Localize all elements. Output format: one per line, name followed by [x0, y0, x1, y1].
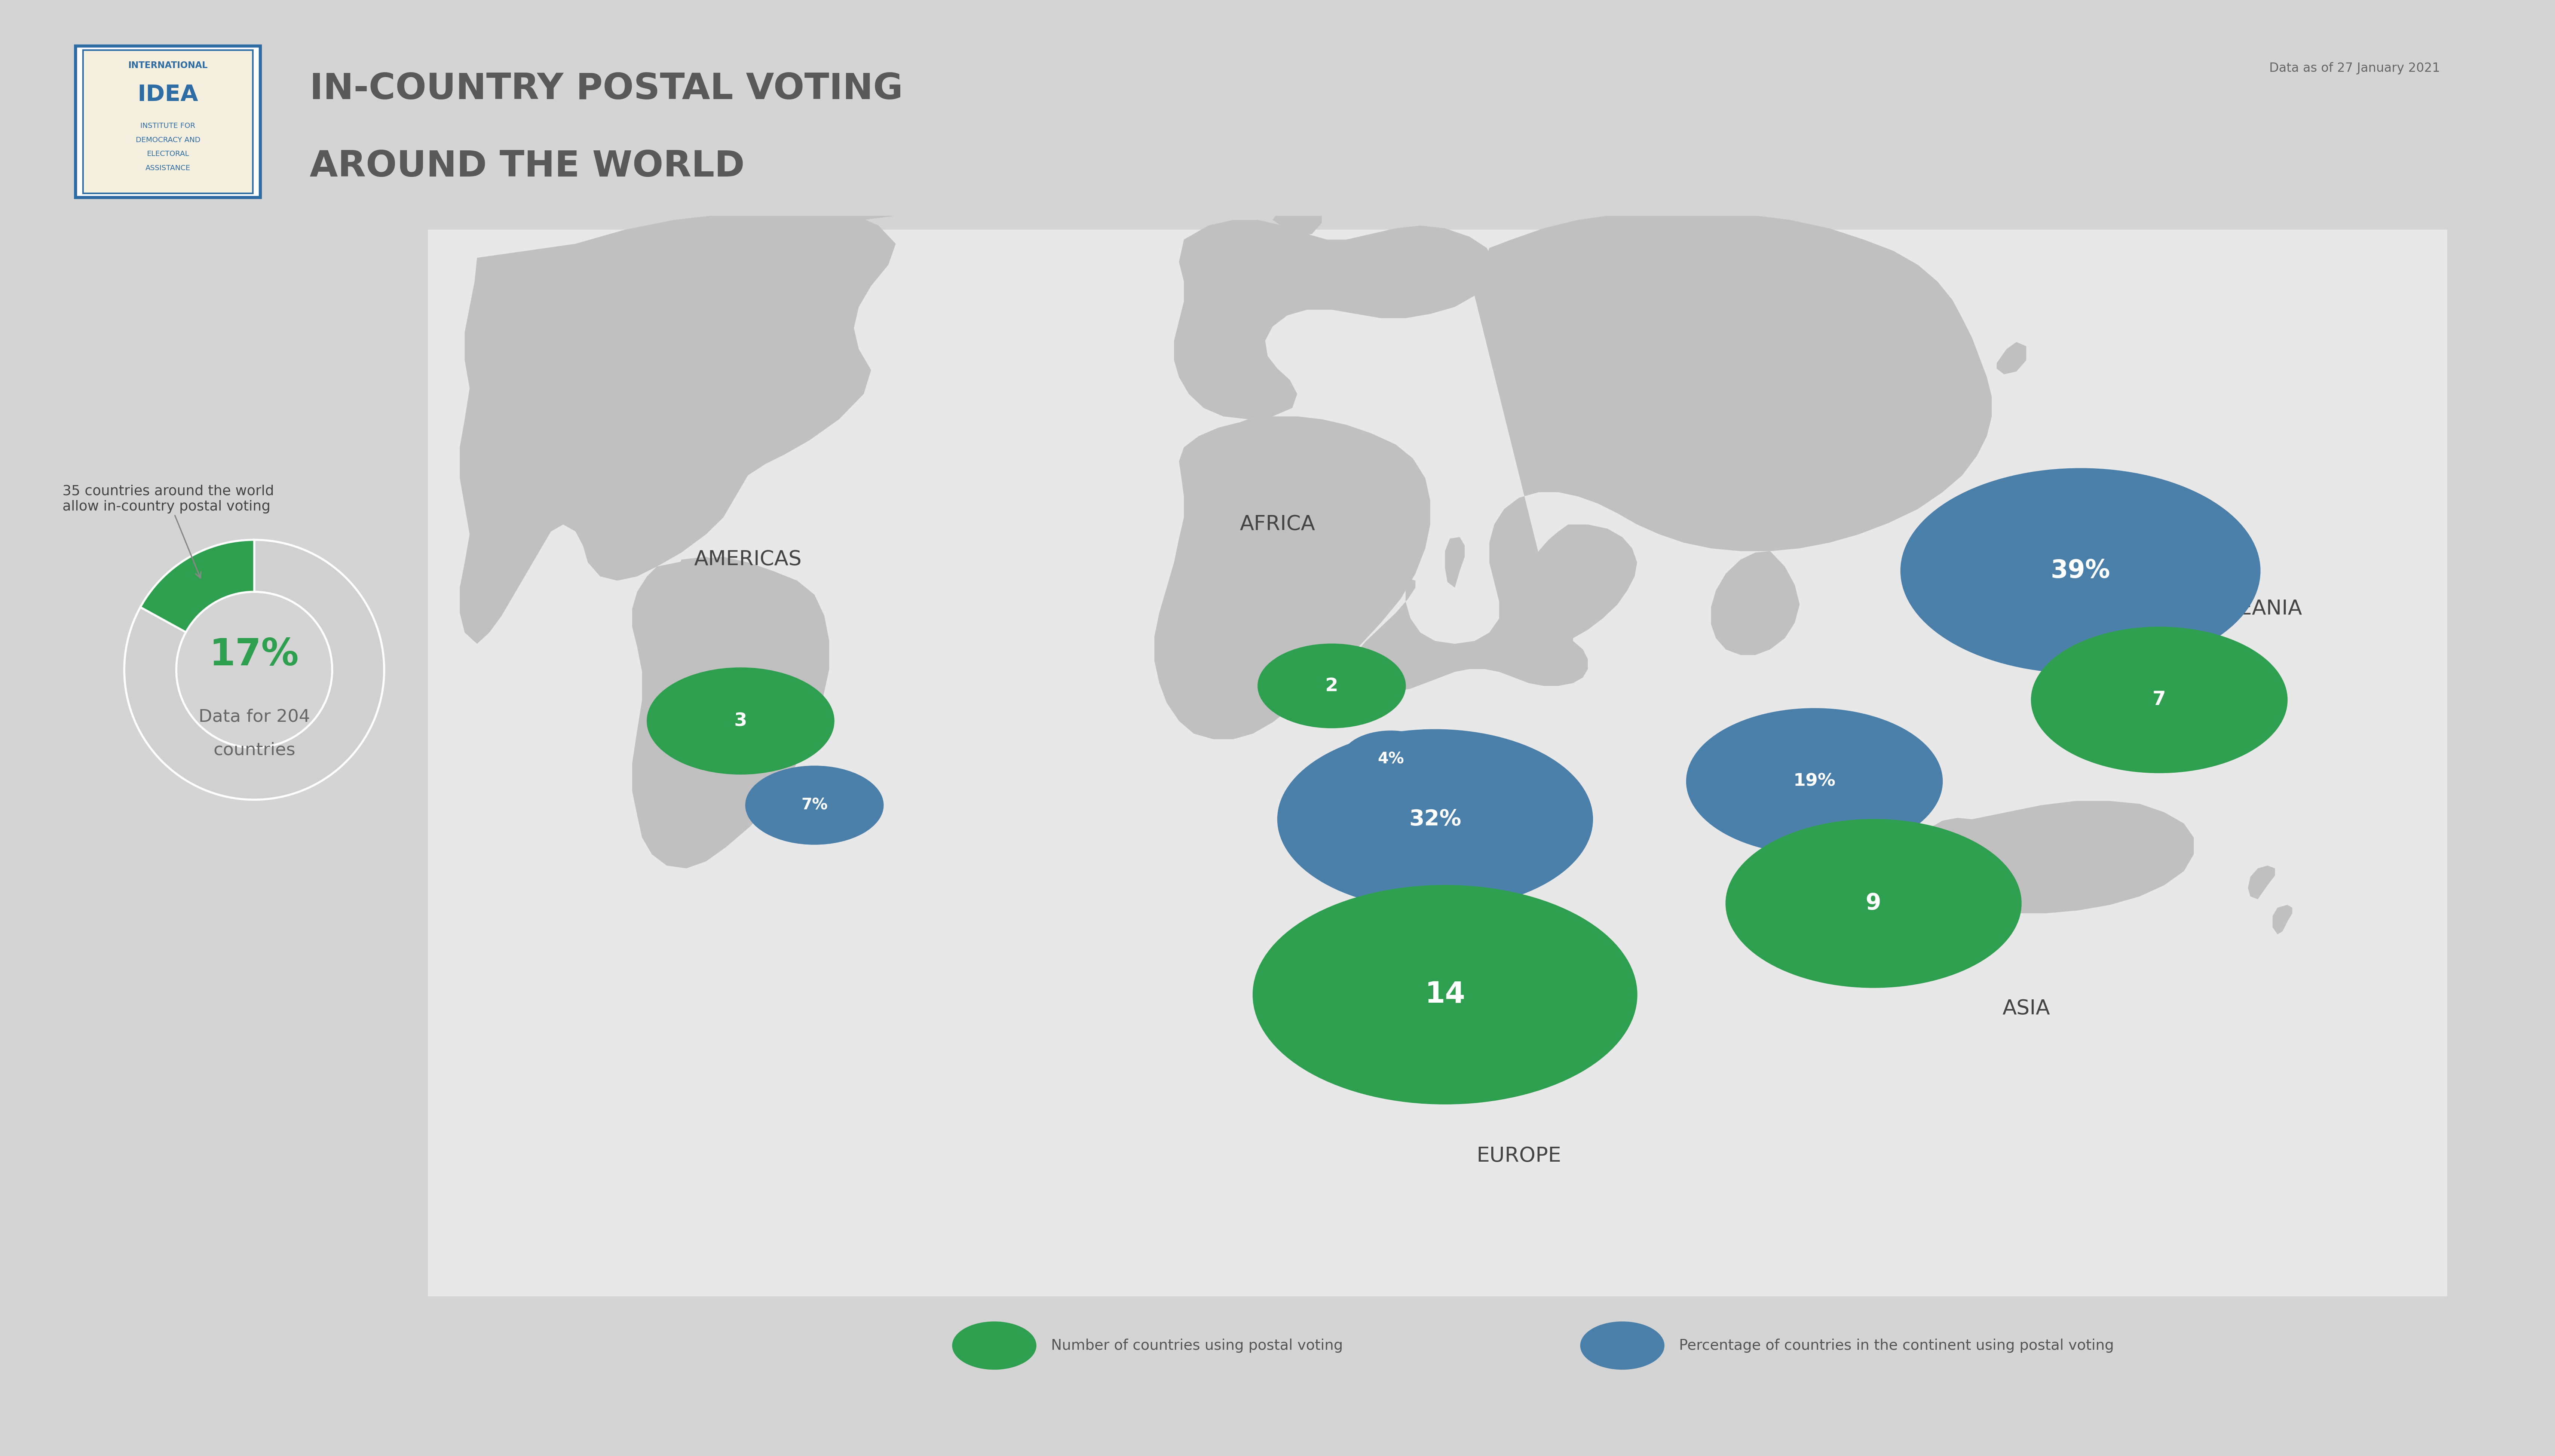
Circle shape [1252, 885, 1638, 1104]
FancyBboxPatch shape [77, 45, 261, 198]
PathPatch shape [1175, 220, 1495, 419]
Circle shape [646, 668, 833, 775]
FancyBboxPatch shape [46, 26, 2509, 215]
Text: IN-COUNTRY POSTAL VOTING: IN-COUNTRY POSTAL VOTING [309, 71, 902, 106]
Text: AMERICAS: AMERICAS [695, 549, 802, 569]
PathPatch shape [1446, 537, 1464, 588]
Text: EUROPE: EUROPE [1477, 1146, 1561, 1166]
PathPatch shape [1914, 801, 2195, 913]
PathPatch shape [2271, 904, 2292, 935]
Text: INTERNATIONAL: INTERNATIONAL [128, 61, 207, 70]
PathPatch shape [460, 208, 897, 644]
PathPatch shape [2248, 865, 2274, 900]
PathPatch shape [1712, 552, 1799, 655]
Text: 14: 14 [1426, 980, 1464, 1009]
Text: INSTITUTE FOR: INSTITUTE FOR [141, 122, 194, 130]
Text: countries: countries [212, 741, 296, 759]
Text: ELECTORAL: ELECTORAL [146, 150, 189, 157]
Text: AROUND THE WORLD: AROUND THE WORLD [309, 149, 744, 183]
PathPatch shape [1155, 416, 1431, 740]
Text: OCEANIA: OCEANIA [2208, 598, 2302, 619]
Circle shape [1278, 729, 1592, 909]
Circle shape [1257, 644, 1405, 728]
Text: Number of countries using postal voting: Number of countries using postal voting [1050, 1338, 1344, 1353]
Text: 17%: 17% [210, 636, 299, 673]
Circle shape [2031, 628, 2287, 773]
Text: 7: 7 [2151, 690, 2167, 709]
Circle shape [1341, 731, 1441, 786]
Text: ASSISTANCE: ASSISTANCE [146, 165, 192, 172]
Text: ASIA: ASIA [2003, 999, 2049, 1019]
Text: 9: 9 [1865, 893, 1880, 914]
Circle shape [1725, 820, 2021, 987]
Wedge shape [141, 540, 256, 632]
Text: Data for 204: Data for 204 [199, 709, 309, 725]
Text: 39%: 39% [2052, 559, 2110, 584]
Circle shape [1686, 709, 1942, 855]
PathPatch shape [631, 556, 830, 868]
Circle shape [1582, 1322, 1663, 1370]
Circle shape [1901, 469, 2261, 673]
Text: DEMOCRACY AND: DEMOCRACY AND [135, 137, 199, 144]
Circle shape [953, 1322, 1037, 1370]
PathPatch shape [1515, 524, 1638, 641]
Text: Data as of 27 January 2021: Data as of 27 January 2021 [2269, 63, 2440, 74]
Text: 19%: 19% [1794, 773, 1834, 789]
PathPatch shape [772, 178, 963, 220]
FancyBboxPatch shape [82, 50, 253, 194]
PathPatch shape [675, 556, 731, 582]
Text: AFRICA: AFRICA [1239, 514, 1316, 534]
PathPatch shape [1262, 211, 1993, 692]
Circle shape [746, 766, 884, 844]
Text: IDEA: IDEA [138, 84, 199, 106]
Text: 3: 3 [733, 712, 746, 729]
Text: 7%: 7% [802, 798, 828, 812]
Text: Percentage of countries in the continent using postal voting: Percentage of countries in the continent… [1679, 1338, 2113, 1353]
PathPatch shape [1272, 188, 1321, 237]
Text: 4%: 4% [1377, 751, 1405, 767]
Text: 2: 2 [1326, 677, 1339, 695]
Wedge shape [125, 540, 383, 799]
FancyBboxPatch shape [427, 230, 2448, 1296]
Text: 32%: 32% [1408, 808, 1461, 830]
Text: 35 countries around the world
allow in-country postal voting: 35 countries around the world allow in-c… [61, 485, 273, 578]
PathPatch shape [1995, 342, 2026, 374]
